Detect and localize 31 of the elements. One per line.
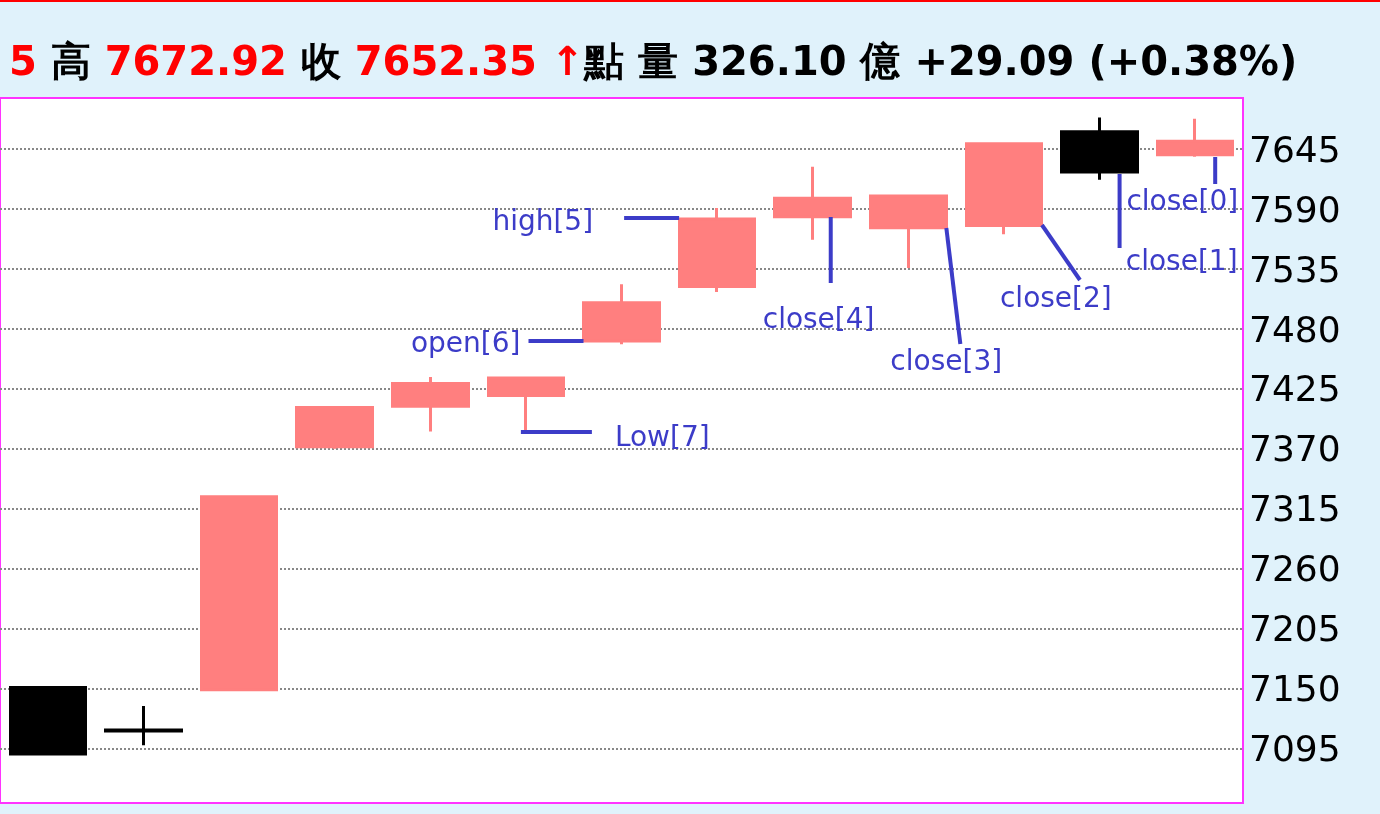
candlestick [104,706,183,746]
candlestick [295,405,374,449]
candlestick [773,166,852,240]
y-tick-label: 7425 [1249,368,1341,410]
y-tick-label: 7260 [1249,548,1341,590]
candlestick [1156,118,1234,157]
y-tick-label: 7535 [1249,248,1341,290]
candlestick [869,194,948,268]
annotation: close[0] [1126,183,1239,217]
annotation: close[4] [762,301,875,335]
y-tick-label: 7590 [1249,188,1341,230]
candlestick [200,495,278,692]
y-tick-label: 7315 [1249,488,1341,530]
candlestick [9,686,87,756]
annotation: Low[7] [614,419,710,453]
annotation: close[1] [1125,243,1238,277]
annotation: close[2] [999,280,1112,314]
y-tick-label: 7645 [1249,128,1341,170]
y-tick-label: 7205 [1249,608,1341,650]
y-tick-label: 7480 [1249,308,1341,350]
y-tick-label: 7370 [1249,428,1341,470]
y-tick-label: 7150 [1249,668,1341,710]
annotation: open[6] [410,325,521,359]
chart-title: 5 高 7672.92 收 7652.35 ↑點 量 326.10 億 +29.09 (+0.38%) [9,38,1298,84]
candlestick [391,376,470,432]
candlestick [1060,117,1139,180]
annotation: close[3] [890,343,1003,377]
candlestick [965,142,1043,235]
annotation: high[5] [492,203,594,237]
y-tick-label: 7095 [1249,728,1341,770]
candlestick [487,376,565,432]
